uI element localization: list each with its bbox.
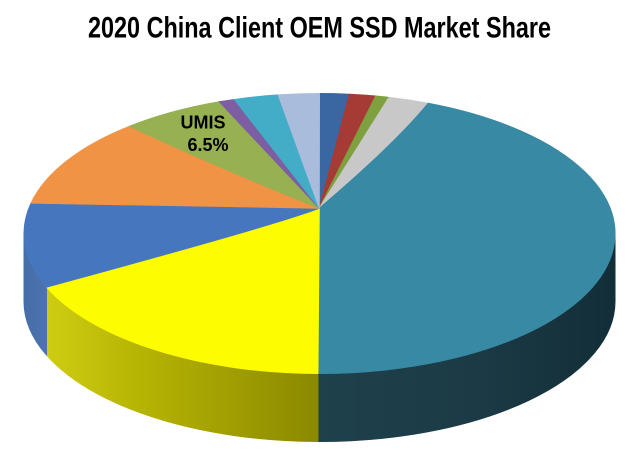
svg-text:6.5%: 6.5% bbox=[187, 135, 228, 155]
svg-text:UMIS: UMIS bbox=[181, 113, 226, 133]
svg-text:2020 China Client OEM SSD Mark: 2020 China Client OEM SSD Market Share bbox=[88, 12, 551, 45]
